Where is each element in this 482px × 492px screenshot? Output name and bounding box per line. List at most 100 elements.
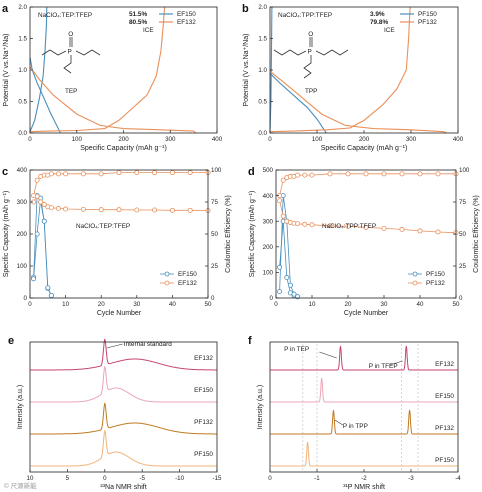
panel-e-xtick-label: -10	[175, 475, 185, 482]
panel-a-charge-curve-EF150	[29, 6, 48, 132]
panel-c-xtick-label: 30	[133, 301, 140, 308]
panel-b-legend-title: NaClO₄:TPP:TFEP	[278, 12, 332, 19]
panel-e-xtick-label: 0	[103, 475, 107, 482]
panel-d-ytick-label: 300	[263, 218, 274, 225]
panel-b-xlabel: Specific Capacity (mAh g⁻¹)	[321, 145, 408, 152]
panel-b-molecule-label: TPP	[305, 88, 317, 95]
panel-d-capacity-point-PF150	[277, 264, 283, 270]
panel-a-ytick-label: 2.0	[18, 4, 27, 11]
panel-d-legend-text-PF150: PF150	[426, 271, 445, 278]
panel-f-series-label-PF150: PF150	[435, 457, 454, 464]
panel-c-ce-point-EF132	[31, 193, 37, 199]
panel-d-legend-marker-PF132	[412, 280, 418, 286]
panel-b-atom-p: P	[308, 49, 312, 56]
panel-d-ce-point-PF150	[277, 289, 283, 295]
panel-d-ce-point-PF132	[309, 172, 315, 178]
panel-a-xtick-label: 300	[165, 136, 176, 143]
panel-e-label: e	[8, 335, 14, 347]
panel-a-xtick-label: 400	[212, 136, 223, 143]
panel-a-molecule-structure: PO	[41, 31, 101, 74]
panel-c-ce-point-EF132	[80, 171, 86, 177]
panel-d-ytick-label: 200	[263, 244, 274, 251]
panel-c-capacity-point-EF132	[63, 206, 69, 212]
panel-c-legend-text-EF132: EF132	[178, 280, 197, 287]
panel-c-ce-point-EF150	[45, 285, 51, 291]
panel-c-capacity-point-EF132	[98, 207, 104, 213]
panel-a-ytick-label: 1.0	[18, 67, 27, 74]
panel-c-xtick-label: 20	[98, 301, 105, 308]
panel-c-ytick-label: 200	[17, 231, 28, 238]
panel-c-ce-point-EF150	[34, 231, 40, 237]
panel-d-ce-point-PF132	[417, 171, 423, 177]
panel-c-ce-point-EF132	[187, 170, 193, 176]
panel-a-legend-text-EF150: EF150	[177, 11, 196, 18]
panel-a-ice-value-EF132: 80.5%	[129, 19, 147, 26]
panel-b-discharge-curve-PF132	[269, 70, 447, 134]
panel-c-xlabel: Cycle Number	[97, 310, 142, 317]
panel-f-annotation: P in TEP	[284, 346, 309, 353]
panel-a-ice-label: ICE	[143, 27, 154, 34]
panel-d-ce-point-PF132	[363, 171, 369, 177]
panel-a-atom-o: O	[68, 31, 73, 38]
panel-d-legend-text-PF132: PF132	[426, 280, 445, 287]
panel-c-ce-point-EF132	[48, 171, 54, 177]
panel-d-ce-point-PF132	[295, 172, 301, 178]
panel-d-ce-point-PF132	[302, 172, 308, 178]
panel-b-ytick-label: 2.0	[258, 4, 267, 11]
panel-b-charge-curve-PF132	[269, 6, 411, 133]
panel-c-legend-text-EF150: EF150	[178, 271, 197, 278]
panel-d-capacity-point-PF132	[327, 223, 333, 229]
panel-c-ce-point-EF150	[31, 276, 37, 282]
panel-d-ytick-label: 400	[263, 193, 274, 200]
panel-d-ce-point-PF132	[435, 171, 441, 177]
panel-e-spectrum-EF132	[30, 338, 217, 371]
bond-chain	[63, 55, 72, 74]
panel-e-series-label-EF150: EF150	[194, 387, 213, 394]
panel-a-ytick-label: 0.0	[18, 130, 27, 137]
panel-d-ytick-label: 0	[270, 295, 274, 302]
panel-d-ce-point-PF132	[381, 171, 387, 177]
panel-c-xtick-label: 50	[205, 301, 212, 308]
panel-d-ytick-label: 500	[263, 167, 274, 174]
watermark: © 尺源新能	[4, 481, 37, 490]
panel-f-xlabel: ³¹P NMR shift	[343, 484, 385, 491]
panel-f-series-label-PF132: PF132	[435, 425, 454, 432]
panel-c-capacity-point-EF132	[187, 207, 193, 213]
panel-f-series-label-EF150: EF150	[435, 393, 454, 400]
panel-a-ytick-label: 1.5	[18, 36, 27, 43]
panel-d-capacity-point-PF150	[284, 275, 290, 281]
panel-f-spectrum-EF150	[270, 377, 458, 403]
panel-d-capacity-point-PF132	[363, 224, 369, 230]
panel-d-xtick-label: 50	[453, 301, 460, 308]
panel-c-capacity-point-EF132	[80, 206, 86, 212]
panel-d-capacity-point-PF132	[435, 229, 441, 235]
panel-c-ce-point-EF132	[116, 170, 122, 176]
panel-c-ce-point-EF132	[55, 171, 61, 177]
panel-f-xtick-label: -4	[455, 475, 461, 482]
panel-b-xtick-label: 300	[406, 136, 417, 143]
panel-b-charge-curve-PF150	[269, 6, 273, 132]
panel-d-capacity-point-PF132	[277, 198, 283, 204]
panel-c-capacity-point-EF132	[38, 199, 44, 205]
panel-b-ice-value-PF132: 79.8%	[370, 19, 388, 26]
panel-a-charge-curve-EF132	[29, 6, 166, 133]
panel-d-annotation: NaClO₄:TPP:TFEP	[322, 223, 376, 230]
panel-d-ce-point-PF150	[291, 291, 297, 297]
panel-e-xtick-label: 5	[66, 475, 70, 482]
panel-d-capacity-point-PF132	[309, 222, 315, 228]
panel-e-spectrum-PF150	[30, 430, 217, 467]
panel-d-legend-marker-PF150	[412, 271, 418, 277]
panel-b-legend-text-PF150: PF150	[418, 11, 437, 18]
bond-chain	[75, 49, 101, 56]
panel-e-series-label-PF150: PF150	[194, 451, 213, 458]
panel-e-xtick-label: -5	[139, 475, 145, 482]
panel-a-xtick-label: 200	[118, 136, 129, 143]
panel-d-y2tick-label: 75	[459, 199, 466, 206]
panel-c-ytick-label: 100	[17, 263, 28, 270]
panel-b-ytick-label: 1.0	[258, 67, 267, 74]
panel-e-peak-annotation: Internal standard	[124, 341, 172, 348]
panel-f-annotation-pointer	[319, 351, 337, 359]
panel-c-ce-point-EF132	[169, 170, 175, 176]
panel-a-xlabel: Specific Capacity (mAh g⁻¹)	[80, 145, 167, 152]
panel-d-ytick-label: 100	[263, 270, 274, 277]
